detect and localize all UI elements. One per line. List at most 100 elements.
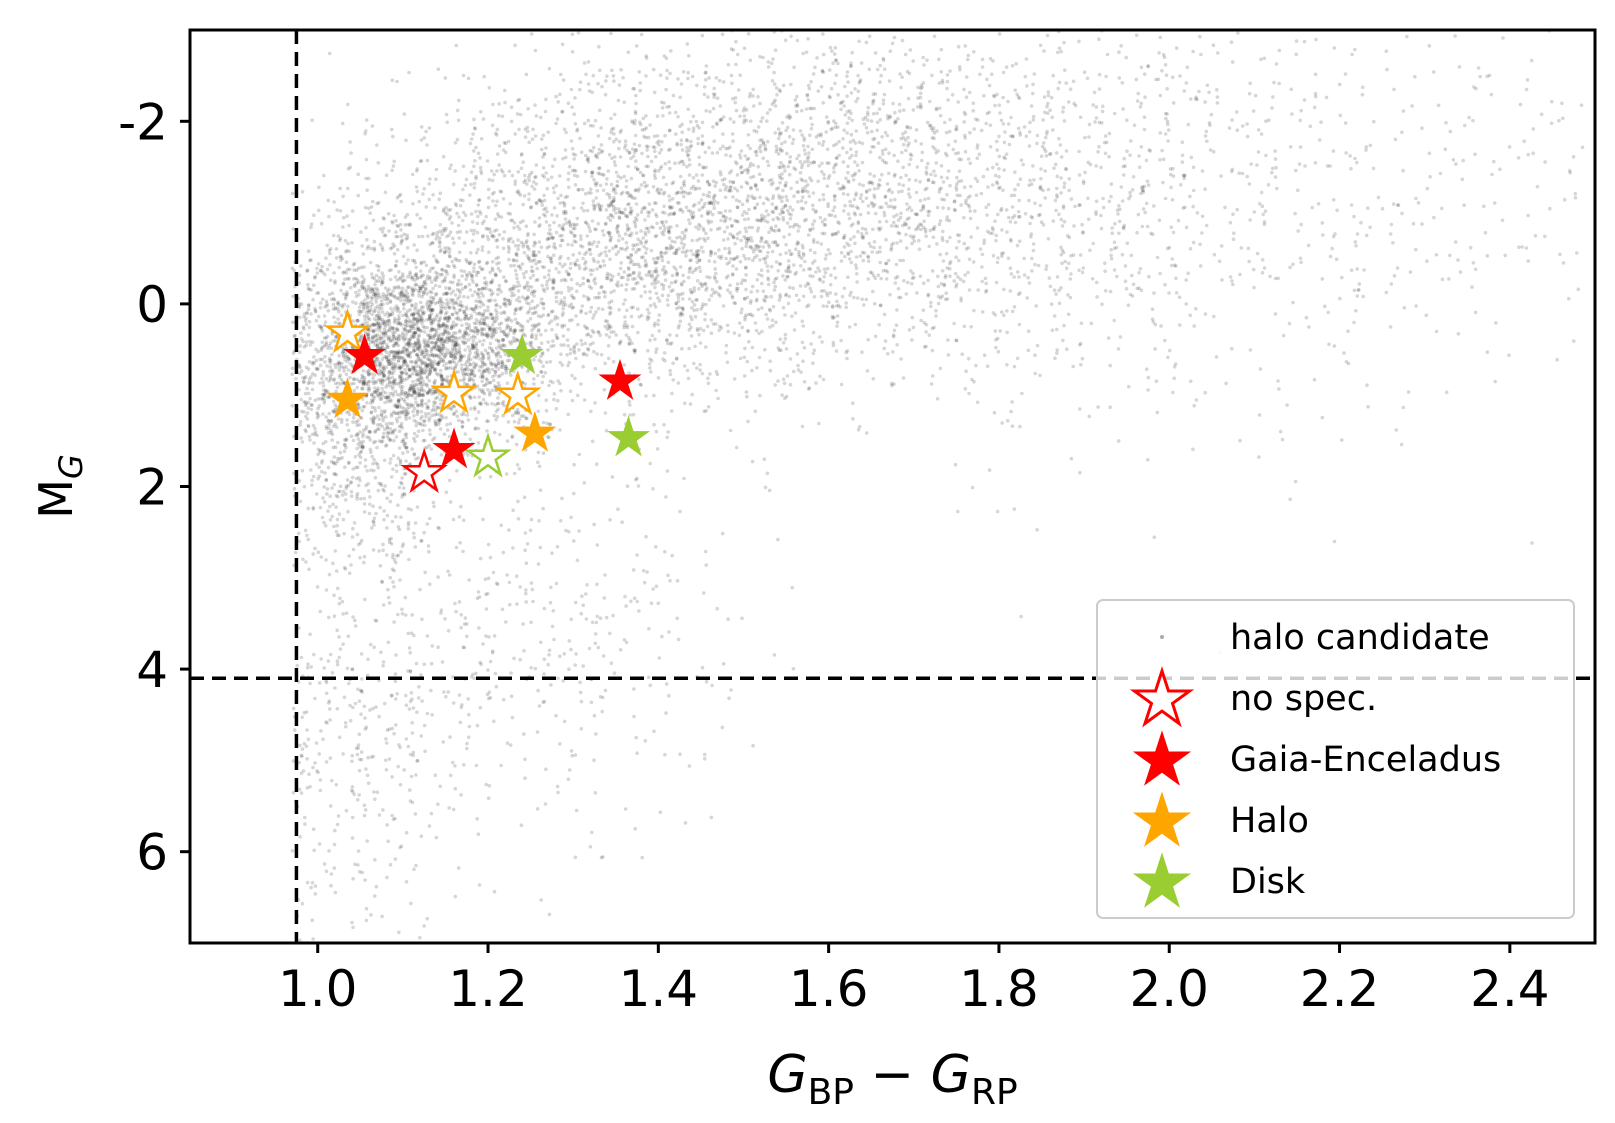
halo-candidate-point: [365, 188, 369, 192]
halo-candidate-point: [648, 303, 653, 308]
halo-candidate-point: [600, 229, 605, 233]
halo-candidate-point: [468, 396, 473, 401]
halo-candidate-point: [689, 248, 693, 253]
halo-candidate-point: [396, 321, 400, 326]
halo-candidate-point: [369, 410, 374, 414]
halo-candidate-point: [765, 264, 770, 269]
halo-candidate-point: [421, 319, 426, 323]
halo-candidate-point: [496, 113, 501, 118]
halo-candidate-point: [488, 230, 493, 235]
halo-candidate-point: [379, 299, 384, 303]
halo-candidate-point: [373, 293, 378, 297]
halo-candidate-point: [776, 127, 781, 131]
halo-candidate-point: [648, 123, 652, 127]
halo-candidate-point: [417, 334, 421, 339]
halo-candidate-point: [373, 282, 377, 287]
halo-candidate-point: [470, 293, 475, 298]
halo-candidate-point: [588, 342, 593, 347]
halo-candidate-point: [447, 316, 452, 320]
halo-candidate-point: [633, 224, 638, 229]
halo-candidate-point: [476, 287, 481, 292]
halo-candidate-point: [500, 114, 505, 119]
halo-candidate-point: [617, 234, 622, 238]
halo-candidate-point: [405, 291, 410, 296]
halo-candidate-point: [779, 348, 783, 353]
halo-candidate-point: [421, 311, 425, 316]
halo-candidate-point: [469, 260, 473, 265]
halo-candidate-point: [305, 411, 310, 415]
halo-candidate-point: [374, 461, 378, 465]
halo-candidate-point: [306, 391, 311, 396]
halo-candidate-point: [541, 451, 546, 456]
halo-candidate-point: [786, 274, 790, 279]
halo-candidate-point: [494, 330, 499, 335]
halo-candidate-point: [1069, 272, 1073, 276]
halo-candidate-point: [377, 200, 381, 205]
halo-candidate-point: [424, 370, 428, 374]
halo-candidate-point: [691, 126, 696, 130]
halo-candidate-point: [498, 305, 503, 309]
halo-candidate-point: [731, 264, 735, 268]
halo-candidate-point: [445, 316, 449, 320]
halo-candidate-point: [698, 362, 702, 367]
halo-candidate-point: [332, 315, 336, 320]
halo-candidate-point: [309, 225, 313, 230]
halo-candidate-point: [400, 440, 404, 444]
halo-candidate-point: [588, 187, 593, 192]
halo-candidate-point: [375, 333, 380, 337]
halo-candidate-point: [742, 217, 747, 222]
halo-candidate-point: [866, 259, 871, 264]
halo-candidate-point: [444, 286, 448, 290]
halo-candidate-point: [550, 213, 554, 217]
halo-candidate-point: [396, 355, 400, 359]
halo-candidate-point: [332, 524, 336, 529]
halo-candidate-point: [391, 453, 396, 458]
halo-candidate-point: [370, 297, 374, 301]
halo-candidate-point: [871, 227, 875, 232]
halo-candidate-point: [320, 469, 324, 474]
halo-candidate-point: [743, 226, 748, 231]
halo-candidate-point: [818, 374, 822, 379]
halo-candidate-point: [606, 169, 611, 173]
halo-candidate-point: [412, 431, 417, 436]
halo-candidate-point: [373, 339, 378, 343]
halo-candidate-point: [384, 350, 389, 355]
halo-candidate-point: [411, 346, 416, 350]
halo-candidate-point: [425, 374, 430, 379]
halo-candidate-point: [479, 291, 484, 296]
halo-candidate-point: [355, 432, 360, 436]
halo-candidate-point: [460, 425, 465, 429]
halo-candidate-point: [315, 266, 319, 271]
halo-candidate-point: [356, 483, 361, 488]
halo-candidate-point: [767, 230, 771, 234]
halo-candidate-point: [428, 316, 433, 321]
halo-candidate-point: [596, 260, 600, 264]
halo-candidate-point: [321, 384, 326, 388]
halo-candidate-point: [707, 298, 712, 302]
halo-candidate-point: [412, 366, 416, 370]
halo-candidate-point: [403, 358, 407, 363]
halo-candidate-point: [444, 351, 448, 355]
halo-candidate-point: [336, 317, 340, 321]
halo-candidate-point: [468, 357, 473, 362]
halo-candidate-point: [428, 365, 433, 370]
halo-candidate-point: [405, 323, 410, 328]
halo-candidate-point: [463, 285, 468, 289]
halo-candidate-point: [680, 283, 684, 287]
halo-candidate-point: [458, 291, 462, 295]
halo-candidate-point: [788, 357, 793, 361]
halo-candidate-point: [347, 249, 352, 254]
halo-candidate-point: [330, 352, 334, 357]
halo-candidate-point: [369, 372, 374, 376]
halo-candidate-point: [315, 411, 319, 415]
halo-candidate-point: [303, 391, 308, 396]
halo-candidate-point: [345, 214, 349, 218]
halo-candidate-point: [308, 343, 313, 347]
halo-candidate-point: [395, 405, 400, 409]
halo-candidate-point: [622, 412, 627, 417]
halo-candidate-point: [305, 310, 309, 315]
halo-candidate-point: [395, 411, 399, 416]
halo-candidate-point: [608, 196, 612, 200]
halo-candidate-point: [640, 277, 644, 281]
halo-candidate-point: [415, 353, 420, 358]
